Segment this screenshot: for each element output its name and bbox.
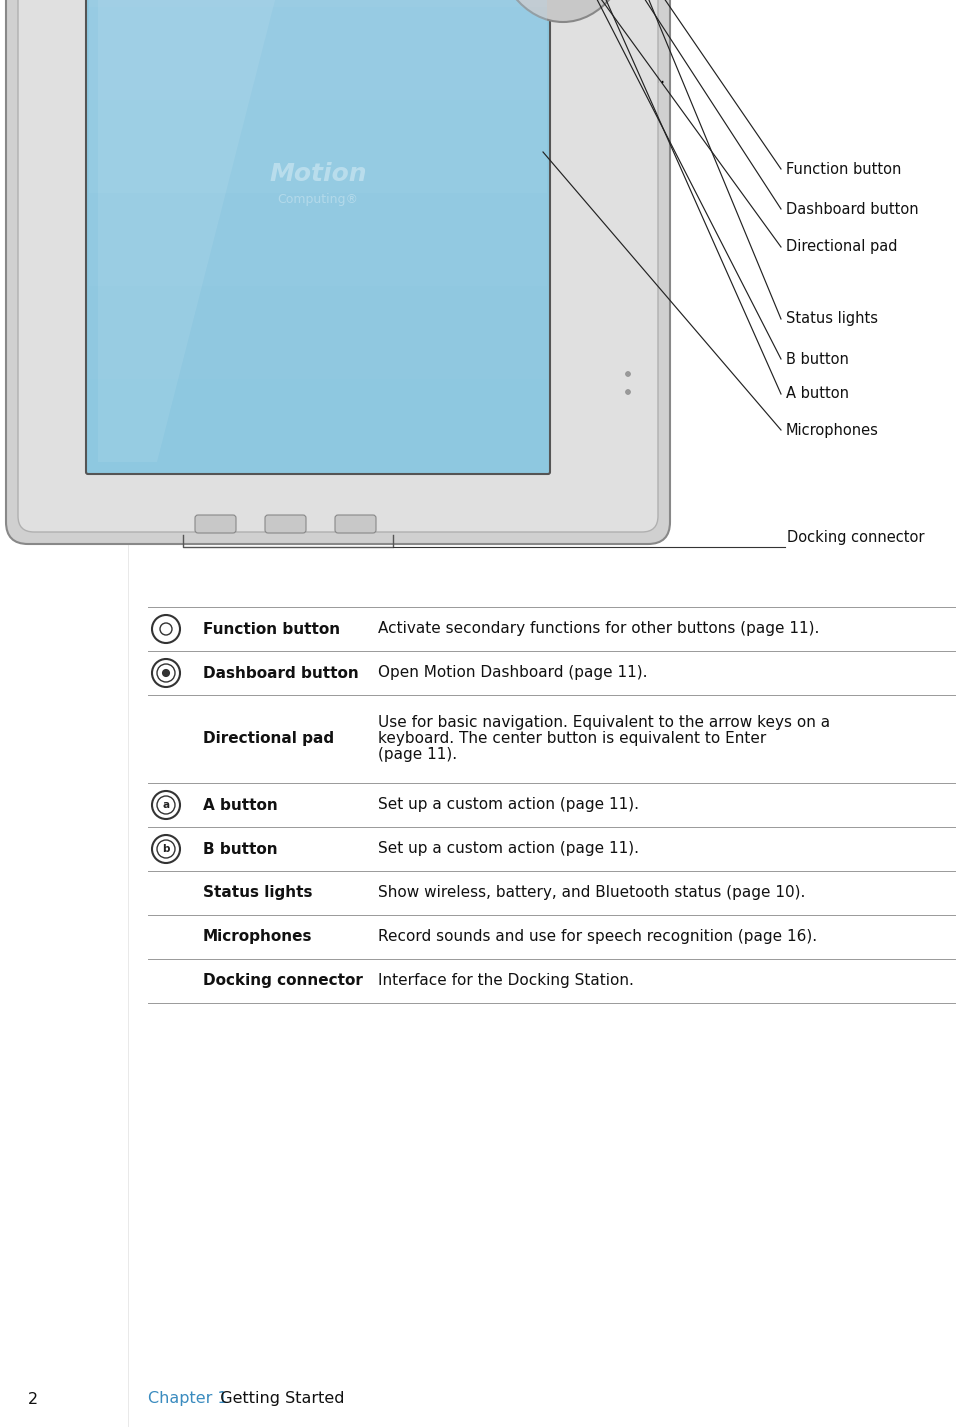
- Text: Motion: Motion: [269, 163, 366, 186]
- Text: b: b: [162, 843, 170, 853]
- Text: Docking connector: Docking connector: [786, 529, 923, 545]
- FancyBboxPatch shape: [194, 515, 235, 534]
- Text: Front: Front: [148, 108, 256, 143]
- Text: Chapter 1: Chapter 1: [148, 1391, 228, 1407]
- Text: Set up a custom action (page 11).: Set up a custom action (page 11).: [378, 842, 638, 856]
- Text: Interface for the Docking Station.: Interface for the Docking Station.: [378, 973, 633, 989]
- Circle shape: [162, 669, 169, 676]
- Circle shape: [151, 791, 180, 819]
- Circle shape: [151, 835, 180, 863]
- Bar: [89, 100, 546, 193]
- Text: Use for basic navigation. Equivalent to the arrow keys on a: Use for basic navigation. Equivalent to …: [378, 715, 829, 731]
- Text: Function button: Function button: [203, 622, 340, 636]
- Text: Microphones: Microphones: [786, 422, 878, 438]
- Bar: [89, 193, 546, 285]
- Circle shape: [160, 624, 172, 635]
- Circle shape: [157, 796, 175, 813]
- FancyBboxPatch shape: [6, 0, 669, 544]
- Bar: [89, 7, 546, 100]
- Polygon shape: [98, 0, 295, 462]
- Text: Getting Started: Getting Started: [210, 1391, 344, 1407]
- Text: 2: 2: [28, 1391, 38, 1407]
- Bar: [89, 380, 546, 472]
- Text: A button: A button: [786, 387, 848, 401]
- Text: Docking connector: Docking connector: [203, 973, 362, 989]
- Text: Record sounds and use for speech recognition (page 16).: Record sounds and use for speech recogni…: [378, 929, 817, 945]
- Bar: [89, 0, 546, 7]
- Text: B button: B button: [203, 842, 277, 856]
- Bar: [89, 285, 546, 380]
- Text: Overview: Overview: [148, 27, 397, 71]
- Text: Microphones: Microphones: [203, 929, 313, 945]
- FancyBboxPatch shape: [18, 0, 658, 532]
- FancyBboxPatch shape: [335, 515, 375, 534]
- Text: Function button: Function button: [786, 161, 901, 177]
- Circle shape: [151, 615, 180, 644]
- Text: B button: B button: [786, 351, 848, 367]
- Text: Show wireless, battery, and Bluetooth status (page 10).: Show wireless, battery, and Bluetooth st…: [378, 886, 804, 900]
- Text: (page 11).: (page 11).: [378, 748, 456, 762]
- Circle shape: [157, 664, 175, 682]
- Text: Dashboard button: Dashboard button: [786, 201, 917, 217]
- Circle shape: [625, 371, 630, 377]
- Text: Directional pad: Directional pad: [786, 240, 897, 254]
- Ellipse shape: [492, 0, 632, 21]
- Text: A button: A button: [203, 798, 277, 812]
- Circle shape: [625, 390, 630, 394]
- Text: Activate secondary functions for other buttons (page 11).: Activate secondary functions for other b…: [378, 622, 819, 636]
- Text: Dashboard button: Dashboard button: [203, 665, 359, 681]
- Text: a: a: [162, 801, 169, 811]
- FancyBboxPatch shape: [86, 0, 549, 474]
- Text: keyboard. The center button is equivalent to Enter: keyboard. The center button is equivalen…: [378, 732, 765, 746]
- Text: The following illustrations show the features of the system.: The following illustrations show the fea…: [148, 68, 664, 87]
- Circle shape: [157, 841, 175, 858]
- FancyBboxPatch shape: [265, 515, 306, 534]
- Text: Status lights: Status lights: [203, 886, 313, 900]
- Text: Computing®: Computing®: [277, 194, 359, 207]
- Text: Directional pad: Directional pad: [203, 732, 334, 746]
- Text: Status lights: Status lights: [786, 311, 877, 327]
- Circle shape: [151, 659, 180, 686]
- Text: Open Motion Dashboard (page 11).: Open Motion Dashboard (page 11).: [378, 665, 647, 681]
- Text: Set up a custom action (page 11).: Set up a custom action (page 11).: [378, 798, 638, 812]
